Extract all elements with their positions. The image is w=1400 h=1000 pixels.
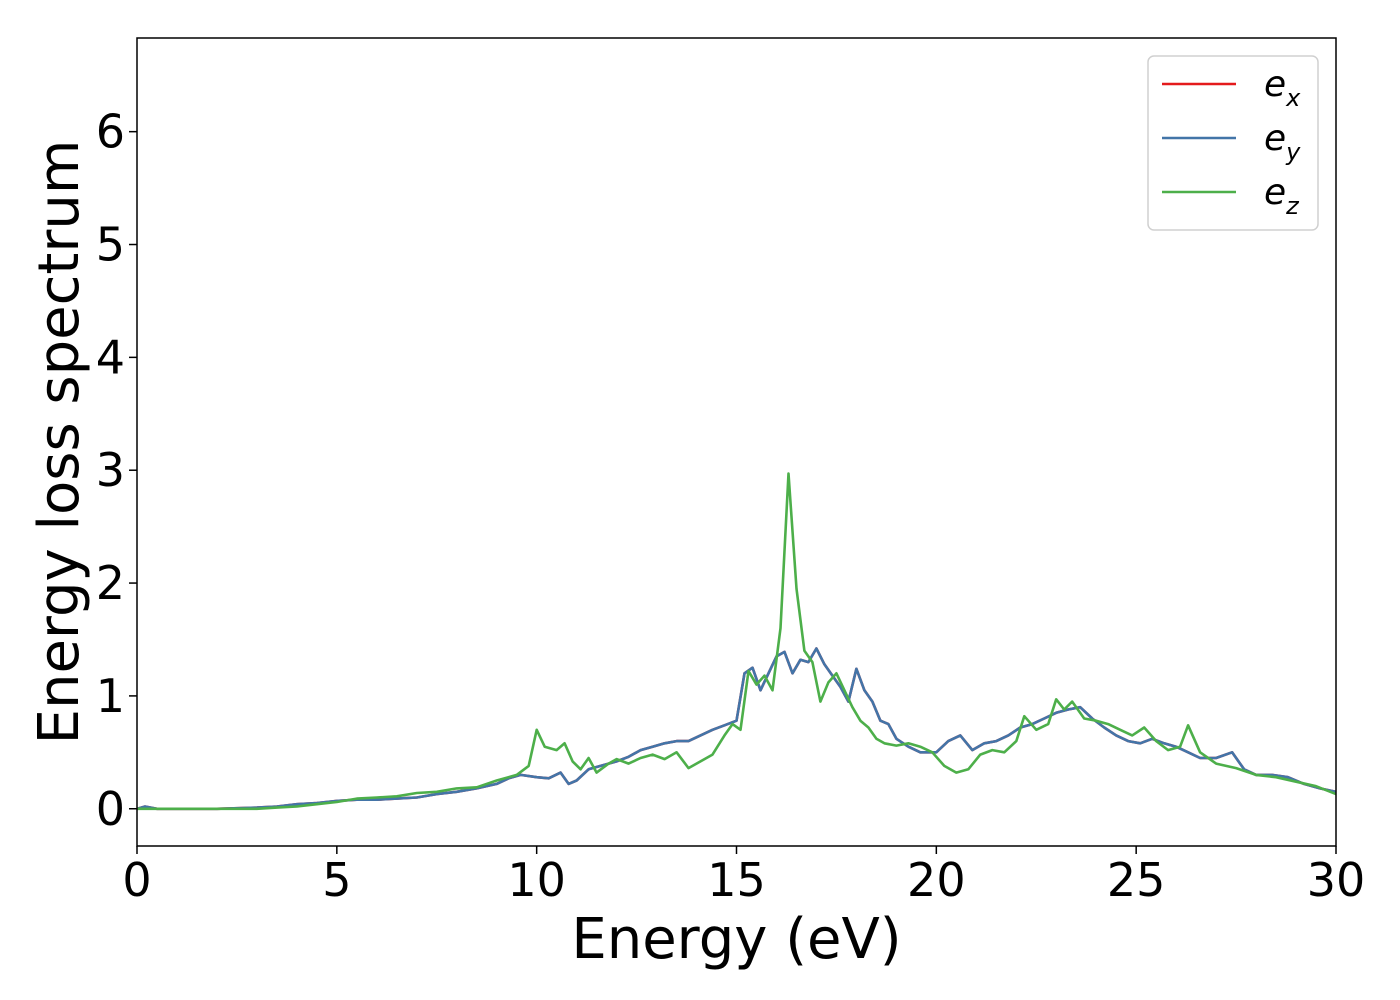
series-line-z [137, 472, 1336, 811]
y-axis-label: Energy loss spectrum [27, 140, 92, 745]
series-line-x [137, 647, 1336, 811]
y-tick-label: 2 [96, 556, 125, 610]
x-tick-label: 15 [707, 853, 766, 907]
x-axis-label: Energy (eV) [571, 907, 901, 972]
y-axis: 0 1 2 3 4 5 6 [96, 105, 137, 836]
x-tick-label: 5 [322, 853, 351, 907]
y-tick-label: 0 [96, 782, 125, 836]
series-layer [137, 472, 1336, 811]
legend-box [1147, 55, 1319, 231]
x-tick-label: 10 [507, 853, 566, 907]
x-tick-label: 30 [1307, 853, 1366, 907]
y-tick-label: 3 [96, 443, 125, 497]
x-axis: 0 5 10 15 20 25 30 [122, 846, 1365, 907]
series-line-y [137, 647, 1336, 811]
y-tick-label: 6 [96, 105, 125, 159]
x-tick-label: 25 [1107, 853, 1166, 907]
x-tick-label: 0 [122, 853, 151, 907]
x-tick-label: 20 [907, 853, 966, 907]
y-tick-label: 5 [96, 218, 125, 272]
y-tick-label: 1 [96, 669, 125, 723]
y-tick-label: 4 [96, 330, 125, 384]
